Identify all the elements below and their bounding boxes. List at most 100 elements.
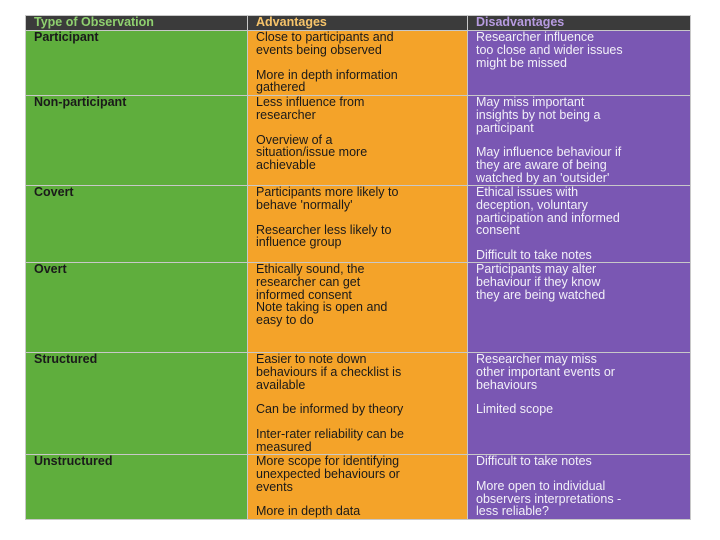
text-line: situation/issue more — [256, 145, 368, 160]
text-line: insights by not being a — [476, 107, 601, 122]
text-line: achievable — [256, 158, 316, 173]
table-row: Overt Ethically sound, the researcher can … — [25, 261, 691, 353]
paragraph: Difficult to take notes — [476, 454, 690, 468]
text-line: behave 'normally' — [256, 197, 353, 212]
text-line: Researcher less likely to — [256, 222, 392, 237]
text-line: Note taking is open and — [256, 300, 388, 315]
text-line: Close to participants and — [256, 30, 394, 44]
text-line: Overview of a — [256, 132, 333, 147]
disadvantages-cell: May miss important insights by not being … — [467, 95, 691, 186]
text-line: events being observed — [256, 42, 382, 57]
paragraph: Less influence from researcher — [256, 95, 467, 122]
text-line: Limited scope — [476, 402, 554, 417]
type-cell: Unstructured — [25, 453, 248, 520]
paragraph: More scope for identifying unexpected beh… — [256, 455, 467, 493]
advantages-cell: Easier to note down behaviours if a check… — [247, 351, 468, 455]
type-label: Unstructured — [34, 454, 113, 468]
advantages-cell: Participants more likely to behave 'norma… — [247, 185, 468, 263]
paragraph: Easier to note down behaviours if a check… — [256, 353, 467, 391]
table-row: Non-participant Less influence from resear… — [25, 95, 691, 186]
text-line: Ethically sound, the — [256, 262, 365, 276]
paragraph: Researcher may miss other important event… — [476, 353, 690, 391]
paragraph: Ethically sound, the researcher can get in… — [256, 262, 467, 328]
advantages-cell: More scope for identifying unexpected beh… — [247, 453, 468, 520]
type-cell: Participant — [25, 30, 248, 96]
type-cell: Non-participant — [25, 95, 248, 186]
type-cell: Structured — [25, 351, 248, 455]
type-label: Structured — [34, 352, 98, 366]
paragraph: Limited scope — [476, 403, 690, 416]
text-line: Less influence from — [256, 95, 365, 109]
text-line: participant — [476, 120, 534, 135]
text-line: Difficult to take notes — [476, 248, 592, 263]
disadvantages-cell: Difficult to take notes More open to indi… — [467, 453, 691, 520]
text-line: Participants more likely to — [256, 185, 399, 199]
text-line: participation and informed — [476, 210, 620, 225]
text-line: Easier to note down — [256, 352, 367, 366]
text-line: unexpected behaviours or — [256, 466, 400, 481]
text-line: researcher can get — [256, 274, 361, 289]
header-cell: Advantages — [247, 15, 468, 31]
paragraph: May influence behaviour if they are aware… — [476, 146, 690, 184]
text-line: Researcher influence — [476, 30, 595, 44]
disadvantages-cell: Researcher may miss other important event… — [467, 351, 691, 455]
text-line: More in depth data — [256, 504, 361, 519]
text-line: More scope for identifying — [256, 454, 400, 468]
text-line: behaviours if a checklist is — [256, 364, 402, 379]
text-line: More in depth information — [256, 67, 398, 82]
text-line: gathered — [256, 80, 306, 95]
type-label: Participant — [34, 30, 99, 44]
text-line: behaviour if they know — [476, 274, 601, 289]
text-line: events — [256, 479, 293, 494]
advantages-cell: Less influence from researcher Overview of… — [247, 95, 468, 186]
text-line: deception, voluntary — [476, 197, 588, 212]
text-line: informed consent — [256, 287, 352, 302]
type-label: Covert — [34, 185, 74, 199]
text-line: influence group — [256, 235, 342, 250]
text-line: easy to do — [256, 313, 314, 328]
advantages-cell: Close to participants and events being ob… — [247, 30, 468, 96]
text-line: observers interpretations - — [476, 491, 622, 506]
table-row: Unstructured More scope for identifying un… — [25, 453, 691, 520]
disadvantages-cell: Participants may alter behaviour if they … — [467, 261, 691, 353]
type-label: Overt — [34, 262, 67, 276]
paragraph: Close to participants and events being ob… — [256, 30, 467, 57]
text-line: More open to individual — [476, 478, 606, 493]
text-line: they are being watched — [476, 287, 606, 302]
text-line: measured — [256, 439, 312, 454]
paragraph: Participants more likely to behave 'norma… — [256, 185, 467, 212]
paragraph: More in depth data — [256, 505, 467, 518]
disadvantages-cell: Ethical issues with deception, voluntary p… — [467, 185, 691, 263]
text-line: researcher — [256, 107, 316, 122]
text-line: Participants may alter — [476, 262, 597, 276]
paragraph: Researcher influence too close and wider … — [476, 30, 690, 70]
paragraph: May miss important insights by not being … — [476, 97, 690, 135]
text-line: consent — [476, 223, 520, 238]
text-line: May influence behaviour if — [476, 145, 622, 160]
text-line: less reliable? — [476, 504, 549, 519]
paragraph: Overview of a situation/issue more achieva… — [256, 132, 467, 173]
table-row: Structured Easier to note down behaviours … — [25, 351, 691, 455]
paragraph: Participants may alter behaviour if they … — [476, 263, 690, 301]
header-cell: Type of Observation — [25, 15, 248, 31]
text-line: Difficult to take notes — [476, 454, 592, 468]
text-line: other important events or — [476, 364, 615, 379]
paragraph: More in depth information gathered — [256, 67, 467, 95]
table-row: Participant Close to participants and even… — [25, 30, 691, 96]
paragraph: Researcher less likely to influence group — [256, 222, 467, 250]
text-line: Inter-rater reliability can be — [256, 427, 404, 442]
text-line: watched by an 'outsider' — [476, 170, 610, 185]
paragraph: Difficult to take notes — [476, 249, 690, 262]
type-cell: Covert — [25, 185, 248, 263]
text-line: available — [256, 377, 306, 392]
text-line: Can be informed by theory — [256, 402, 404, 417]
header-cell: Disadvantages — [467, 15, 691, 31]
text-line: behaviours — [476, 377, 538, 392]
disadvantages-cell: Researcher influence too close and wider … — [467, 30, 691, 96]
paragraph: Can be informed by theory — [256, 403, 467, 416]
text-line: Ethical issues with — [476, 185, 579, 199]
text-line: Researcher may miss — [476, 352, 597, 366]
advantages-cell: Ethically sound, the researcher can get in… — [247, 261, 468, 353]
paragraph: More open to individual observers interpr… — [476, 478, 690, 519]
